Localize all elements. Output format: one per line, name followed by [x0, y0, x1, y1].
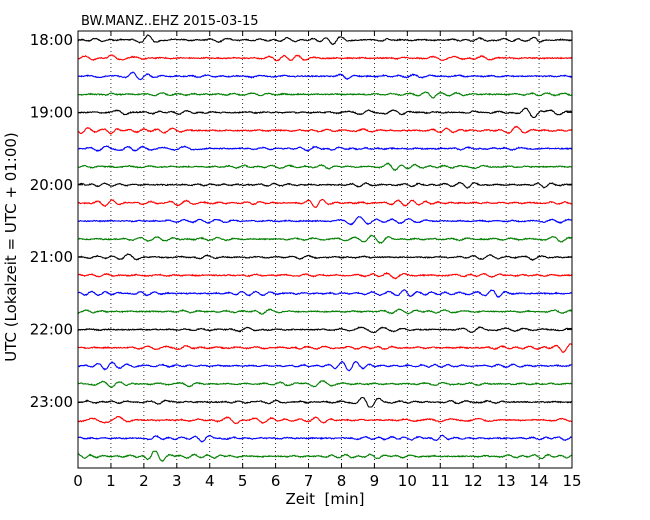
seismic-trace [77, 162, 573, 172]
seismic-trace [77, 145, 573, 153]
x-tick-label: 9 [370, 472, 380, 490]
x-tick-label: 0 [73, 472, 83, 490]
seismic-trace [77, 234, 573, 244]
seismic-trace [77, 71, 573, 81]
seismic-trace [77, 343, 573, 354]
seismic-trace [77, 198, 573, 209]
x-tick-label: 3 [172, 472, 182, 490]
seismic-trace [77, 215, 573, 226]
y-tick-label: 20:00 [30, 176, 73, 194]
vertical-gridlines [110, 31, 540, 468]
seismic-trace [77, 125, 573, 135]
x-tick-label: 2 [139, 472, 149, 490]
seismic-trace [77, 181, 573, 189]
seismic-trace [77, 415, 573, 425]
x-tick-label: 12 [464, 472, 483, 490]
y-tick-label: 21:00 [30, 248, 73, 266]
seismic-trace [78, 271, 573, 280]
plot-frame [77, 30, 573, 469]
seismic-trace [77, 54, 573, 62]
seismic-trace [77, 396, 573, 408]
x-axis-label: Zeit [min] [285, 490, 364, 508]
seismic-trace [77, 289, 573, 298]
seismic-trace [77, 308, 573, 315]
y-axis-ticks: 18:00 19:00 20:00 21:00 22:00 23:00 [30, 31, 572, 411]
y-axis-label: UTC (Lokalzeit = UTC + 01:00) [2, 132, 20, 362]
seismic-trace [77, 434, 573, 443]
y-tick-label: 18:00 [30, 31, 73, 49]
x-tick-label: 7 [304, 472, 314, 490]
trace-group [77, 34, 573, 462]
seismic-trace [77, 91, 573, 99]
y-tick-label: 23:00 [30, 393, 73, 411]
x-tick-label: 1 [106, 472, 116, 490]
seismic-trace [78, 380, 573, 389]
x-tick-label: 15 [562, 472, 581, 490]
x-tick-label: 11 [431, 472, 450, 490]
seismic-trace [77, 34, 573, 46]
x-tick-label: 6 [271, 472, 281, 490]
x-tick-label: 14 [530, 472, 549, 490]
x-axis-ticks: 0 1 2 3 4 5 6 7 8 9 10 11 12 13 14 15 [73, 31, 582, 490]
seismic-trace [77, 450, 572, 462]
seismic-trace [77, 107, 573, 118]
x-tick-label: 13 [497, 472, 516, 490]
x-tick-label: 4 [205, 472, 215, 490]
x-tick-label: 5 [238, 472, 248, 490]
y-tick-label: 19:00 [30, 103, 73, 121]
x-tick-label: 10 [398, 472, 417, 490]
seismic-trace [77, 326, 572, 334]
seismic-trace [77, 253, 573, 261]
y-tick-label: 22:00 [30, 321, 73, 339]
x-tick-label: 8 [337, 472, 347, 490]
chart-title: BW.MANZ..EHZ 2015-03-15 [81, 14, 259, 29]
seismic-trace [77, 360, 573, 372]
